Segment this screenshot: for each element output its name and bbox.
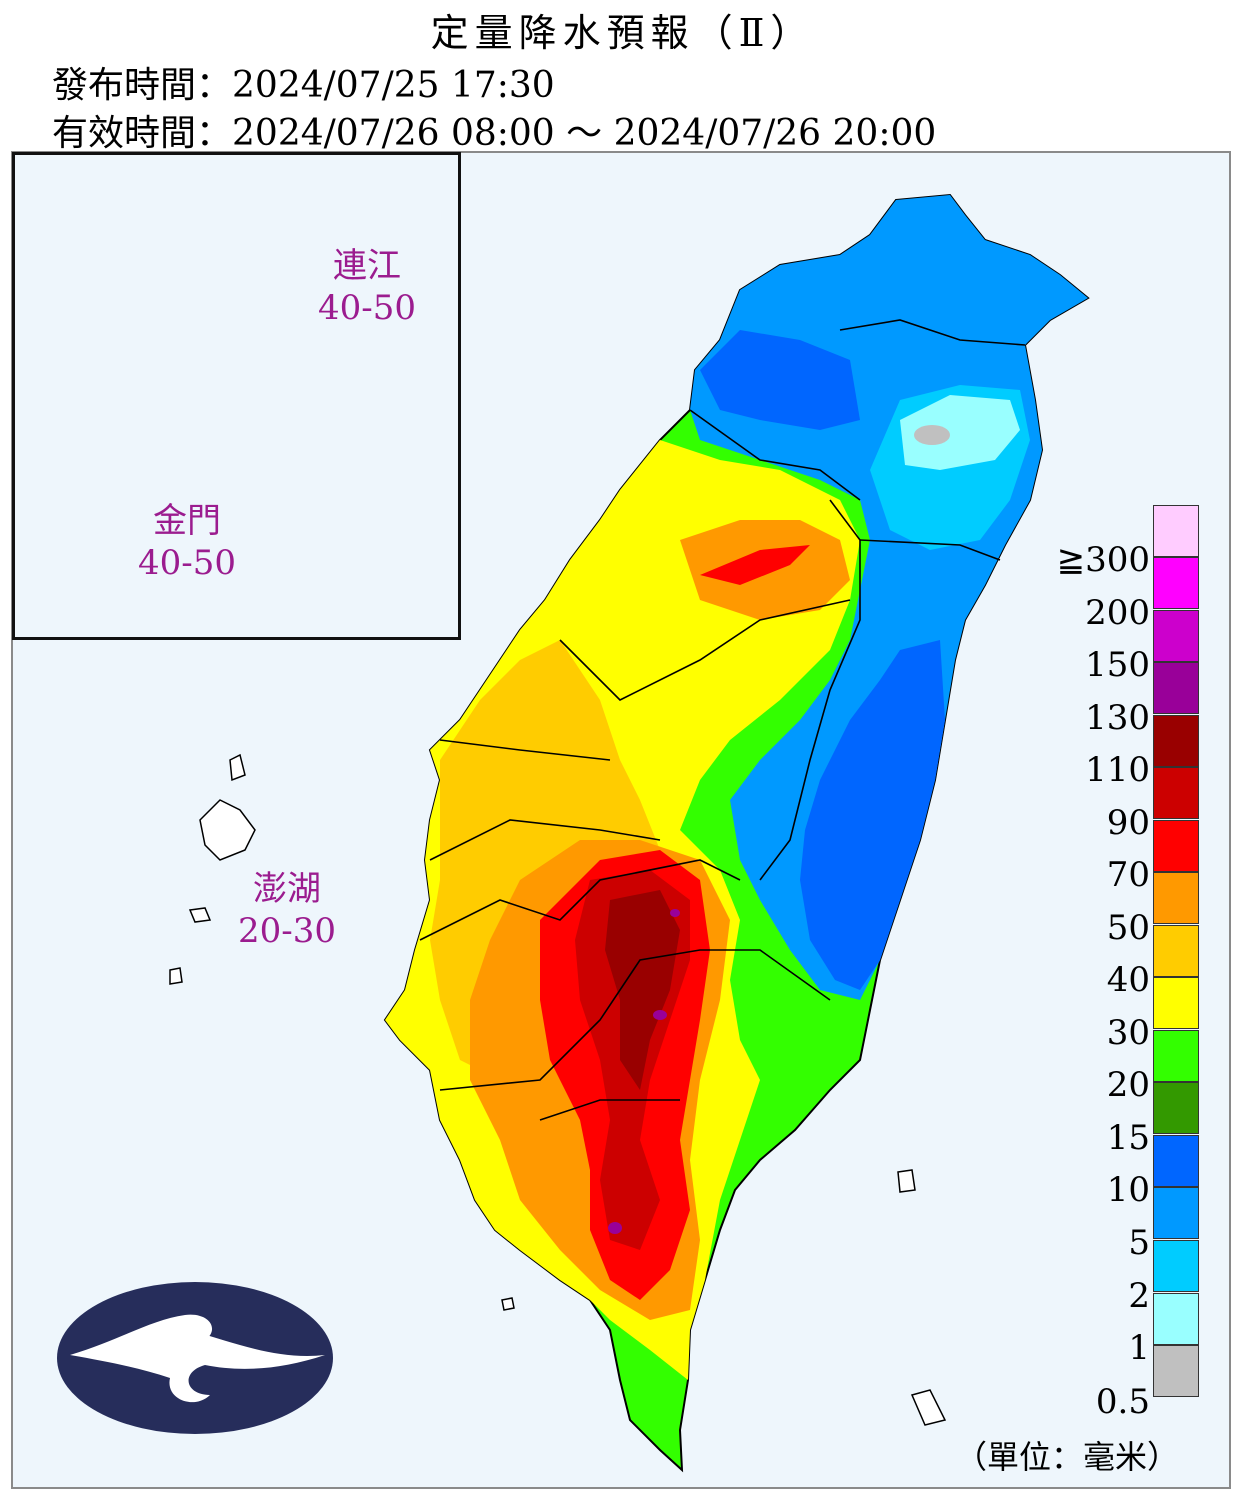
legend-swatch-11 (1153, 767, 1199, 819)
legend-label-9: 50 (1106, 908, 1150, 948)
lienchiang-label: 連江 40-50 (318, 245, 416, 329)
legend-label-14: 150 (1085, 645, 1150, 685)
cyan-patch (900, 395, 1020, 470)
legend-swatch-13 (1153, 662, 1199, 714)
logo-wave (70, 1314, 325, 1403)
legend-label-2: 2 (1128, 1276, 1150, 1316)
issue-time-label: 發布時間： (52, 65, 233, 106)
core-maroon-zone (605, 890, 680, 1090)
legend-swatch-10 (1153, 820, 1199, 872)
legend-label-5: 15 (1106, 1118, 1150, 1158)
green-island (897, 1169, 916, 1193)
purple-spot-1 (653, 1010, 667, 1020)
legend-label-11: 90 (1106, 803, 1150, 843)
penghu-name: 澎湖 (253, 869, 321, 909)
legend-swatch-6 (1153, 1030, 1199, 1082)
kinmen-matsu-inset (12, 152, 461, 640)
legend-swatch-14 (1153, 610, 1199, 662)
east-deep-blue-zone (800, 640, 945, 990)
legend-swatch-1 (1153, 1293, 1199, 1345)
legend-swatch-8 (1153, 925, 1199, 977)
issue-time-row: 發布時間：2024/07/25 17:30 (52, 56, 555, 108)
penghu-islands (169, 753, 256, 985)
valid-time-value: 2024/07/26 08:00 ～ 2024/07/26 20:00 (232, 113, 937, 154)
legend-label-7: 30 (1106, 1013, 1150, 1053)
legend-label-15: 200 (1085, 593, 1150, 633)
issue-time-value: 2024/07/25 17:30 (232, 65, 555, 106)
county-boundaries (419, 319, 1026, 1121)
valid-time-row: 有效時間：2024/07/26 08:00 ～ 2024/07/26 20:00 (52, 104, 936, 156)
penghu-label: 澎湖 20-30 (238, 868, 336, 952)
legend-label-1: 1 (1128, 1328, 1150, 1368)
north-deep-blue-zone (700, 330, 860, 430)
legend-label-13: 130 (1085, 698, 1150, 738)
legend-swatch-5 (1153, 1082, 1199, 1134)
legend-swatch-16 (1153, 505, 1199, 557)
gray-patch (914, 425, 950, 445)
penghu-range: 20-30 (238, 911, 337, 951)
legend-label-8: 40 (1106, 960, 1150, 1000)
legend-label-16: ≧300 (1056, 540, 1150, 580)
purple-spot-2 (608, 1222, 622, 1234)
orchid-island (910, 1389, 947, 1426)
kinmen-name: 金門 (153, 501, 221, 541)
legend-label-3: 5 (1128, 1223, 1150, 1263)
legend-swatch-0 (1153, 1345, 1199, 1397)
legend-label-4: 10 (1106, 1170, 1150, 1210)
liuqiu-island (501, 1297, 515, 1311)
lienchiang-range: 40-50 (318, 288, 417, 328)
legend-label-0: 0.5 (1095, 1382, 1150, 1422)
legend-swatch-15 (1153, 557, 1199, 609)
legend-unit: （單位：毫米） (955, 1438, 1180, 1476)
purple-spot-3 (670, 909, 680, 917)
legend-swatch-2 (1153, 1240, 1199, 1292)
lienchiang-name: 連江 (333, 246, 401, 286)
legend-swatch-12 (1153, 715, 1199, 767)
kinmen-label: 金門 40-50 (138, 500, 236, 584)
map-title: 定量降水預報（Ⅱ） (430, 11, 815, 55)
legend-swatch-7 (1153, 977, 1199, 1029)
legend-label-12: 110 (1085, 750, 1150, 790)
legend-swatch-9 (1153, 872, 1199, 924)
northwest-red-streak (700, 545, 810, 585)
legend-label-10: 70 (1106, 855, 1150, 895)
legend-swatch-3 (1153, 1187, 1199, 1239)
valid-time-label: 有效時間： (52, 113, 233, 154)
kinmen-range: 40-50 (138, 543, 237, 583)
legend-swatch-4 (1153, 1135, 1199, 1187)
legend-label-6: 20 (1106, 1065, 1150, 1105)
